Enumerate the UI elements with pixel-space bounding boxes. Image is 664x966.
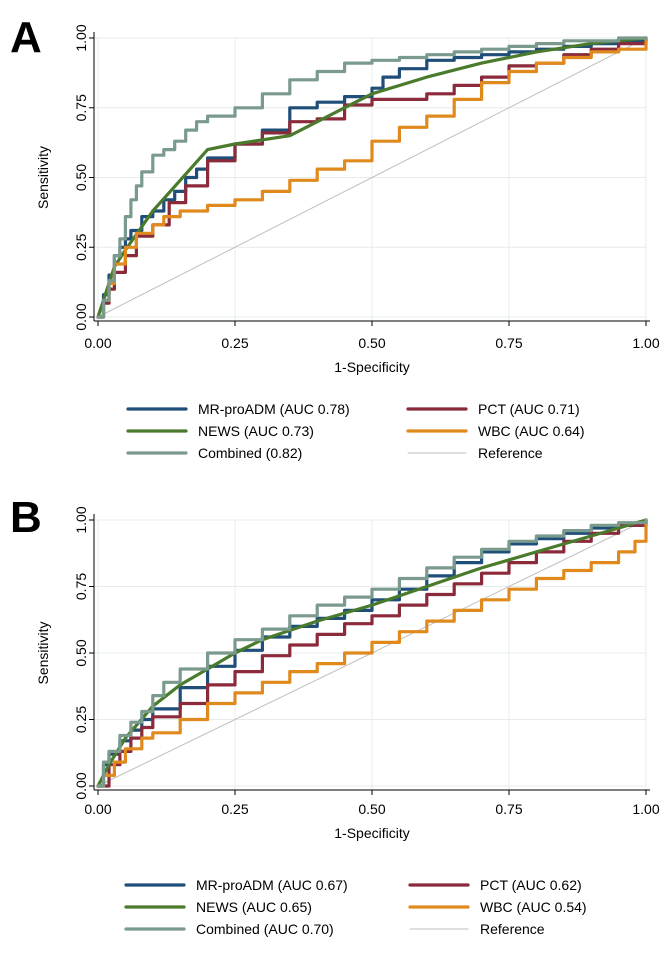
y-tick-label: 0.00 xyxy=(73,772,89,799)
y-tick-label: 0.75 xyxy=(73,94,89,121)
y-tick-label: 0.25 xyxy=(73,706,89,733)
panel-letter: A xyxy=(10,13,42,62)
series-line-wbc xyxy=(96,36,648,319)
legend-label-combined: Combined (AUC 0.70) xyxy=(196,921,334,937)
y-tick-label: 0.50 xyxy=(73,164,89,191)
x-tick-label: 1.00 xyxy=(632,801,659,817)
y-tick-label: 1.00 xyxy=(73,506,89,533)
y-tick-label: 0.75 xyxy=(73,573,89,600)
legend-label-wbc: WBC (AUC 0.64) xyxy=(478,423,585,439)
legend-label-reference: Reference xyxy=(480,921,545,937)
series-line-news xyxy=(96,36,648,319)
series-line-combined xyxy=(96,36,648,319)
x-tick-label: 0.50 xyxy=(358,335,385,351)
reference-line xyxy=(97,37,647,318)
y-tick-label: 0.25 xyxy=(73,233,89,260)
x-tick-label: 0.25 xyxy=(221,335,248,351)
y-axis-label: Sensitivity xyxy=(35,146,51,209)
panel-a: A 0.00 0.25 0.50 0.75 1.00 0.00 0.25 0.50 0.75 1.0… xyxy=(10,13,660,461)
y-axis-label: Sensitivity xyxy=(35,621,51,684)
legend-label-pct: PCT (AUC 0.71) xyxy=(478,401,580,417)
legend-label-reference: Reference xyxy=(478,445,543,461)
x-tick-label: 0.50 xyxy=(358,801,385,817)
x-tick-label: 1.00 xyxy=(632,335,659,351)
series-line-combined xyxy=(96,518,648,788)
x-axis-label: 1-Specificity xyxy=(334,825,409,841)
x-tick-label: 0.75 xyxy=(495,335,522,351)
y-tick-label: 0.00 xyxy=(73,303,89,330)
legend-label-news: NEWS (AUC 0.73) xyxy=(198,423,314,439)
legend-label-pct: PCT (AUC 0.62) xyxy=(480,877,582,893)
series-line-wbc xyxy=(96,518,648,788)
legend-label-mrproadm: MR-proADM (AUC 0.78) xyxy=(198,401,350,417)
x-axis-label: 1-Specificity xyxy=(334,359,409,375)
y-tick-label: 1.00 xyxy=(73,24,89,51)
x-tick-label: 0.00 xyxy=(84,801,111,817)
panel-b: B 0.00 0.25 0.50 0.75 1.00 0.00 0.25 0.50 0.75 1.0… xyxy=(10,493,660,937)
legend-label-mrproadm: MR-proADM (AUC 0.67) xyxy=(196,877,348,893)
legend-label-combined: Combined (0.82) xyxy=(198,445,302,461)
panel-letter: B xyxy=(10,493,42,542)
x-tick-label: 0.75 xyxy=(495,801,522,817)
series-line-pct xyxy=(96,518,648,788)
legend-label-news: NEWS (AUC 0.65) xyxy=(196,899,312,915)
y-tick-label: 0.50 xyxy=(73,639,89,666)
x-tick-label: 0.00 xyxy=(84,335,111,351)
legend-label-wbc: WBC (AUC 0.54) xyxy=(480,899,587,915)
x-tick-label: 0.25 xyxy=(221,801,248,817)
